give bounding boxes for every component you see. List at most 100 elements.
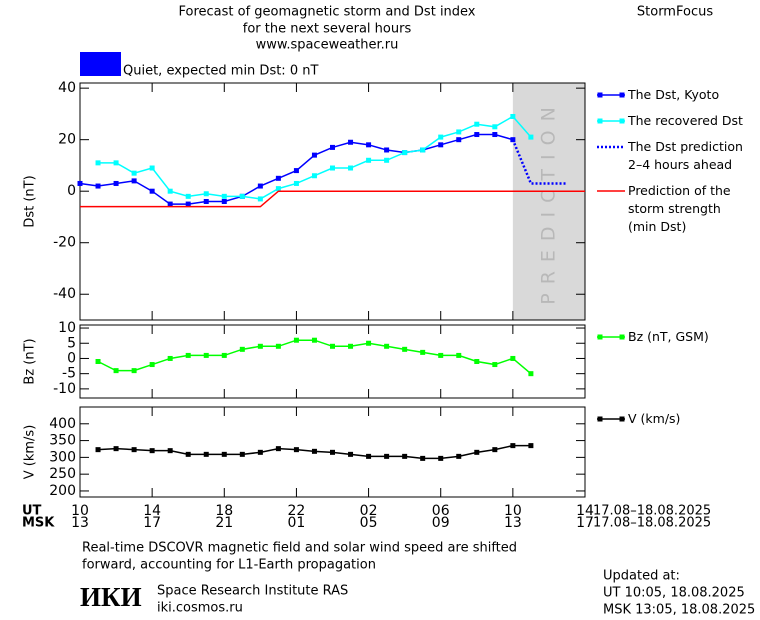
panel-frame <box>79 82 586 321</box>
series-marker <box>95 183 101 189</box>
series-line <box>98 115 532 200</box>
series-marker <box>185 193 191 199</box>
date-range: 17.08–18.08.2025 <box>593 516 711 531</box>
date-range: 17.08–18.08.2025 <box>593 504 711 519</box>
x-tick-label: 10 <box>71 503 89 519</box>
series-marker <box>420 349 426 355</box>
brand: StormFocus <box>637 5 713 20</box>
x-tick-label-msk: 05 <box>360 515 378 531</box>
title-line: for the next several hours <box>243 22 412 37</box>
series-marker <box>348 139 354 145</box>
footer-note: Real-time DSCOVR magnetic field and sola… <box>82 541 517 556</box>
title-line: www.spaceweather.ru <box>256 38 399 53</box>
updated: MSK 13:05, 18.08.2025 <box>603 603 755 618</box>
series-marker <box>131 178 137 184</box>
legend-label: Prediction of the storm strength (min Ds… <box>628 183 731 234</box>
series-marker <box>293 447 299 453</box>
y-tick-label: 20 <box>58 132 76 148</box>
updated: UT 10:05, 18.08.2025 <box>603 586 745 601</box>
series-marker <box>366 340 372 346</box>
series-marker <box>221 352 227 358</box>
series-marker <box>185 352 191 358</box>
y-tick-label: 0 <box>67 183 76 199</box>
x-tick-label: 14 <box>576 503 594 519</box>
y-tick-label: 200 <box>49 483 76 499</box>
y-axis-label: V (km/s) <box>23 425 38 480</box>
x-tick-label: 14 <box>143 503 161 519</box>
y-tick-label: -40 <box>53 286 76 302</box>
legend-label: The Dst prediction 2–4 hours ahead <box>628 139 743 172</box>
series-marker <box>330 343 335 349</box>
series-marker <box>402 346 408 352</box>
series-line <box>80 190 585 208</box>
y-tick-label: 300 <box>49 449 76 465</box>
prediction-label: PREDICTION <box>537 98 559 305</box>
x-tick-label: 18 <box>215 503 233 519</box>
series-marker <box>510 443 516 449</box>
series-marker <box>366 142 372 148</box>
series-marker <box>438 142 444 148</box>
series-marker <box>420 147 426 153</box>
x-tick-label: 10 <box>504 503 522 519</box>
y-tick-label: 250 <box>49 466 76 482</box>
series-marker <box>492 447 498 453</box>
legend-label: Bz (nT, GSM) <box>628 329 709 344</box>
legend-marker <box>597 92 603 98</box>
y-tick-label: 40 <box>58 80 76 96</box>
series-marker <box>456 129 462 135</box>
series-marker <box>113 368 119 374</box>
series-marker <box>221 451 227 457</box>
legend-marker <box>619 334 625 340</box>
series-marker <box>330 144 335 150</box>
footer-note: forward, accounting for L1-Earth propaga… <box>82 558 376 573</box>
series-marker <box>492 124 498 130</box>
y-tick-label: 400 <box>49 416 76 432</box>
series-marker <box>185 451 191 457</box>
series-marker <box>384 157 390 163</box>
x-tick-label-msk: 13 <box>71 515 89 531</box>
series-marker <box>402 150 408 156</box>
series-line <box>97 339 532 375</box>
series-marker <box>311 448 317 454</box>
series-marker <box>203 352 209 358</box>
x-tick-label-msk: 13 <box>504 515 522 531</box>
series-marker <box>203 199 209 204</box>
y-tick-label: 350 <box>49 433 76 449</box>
series-marker <box>384 147 390 153</box>
series-marker <box>131 447 137 453</box>
series-marker <box>348 165 354 171</box>
y-tick-label: -5 <box>62 366 76 382</box>
series-marker <box>438 134 444 140</box>
series-marker <box>438 455 444 461</box>
series-marker <box>528 371 534 377</box>
legend-marker <box>597 334 603 340</box>
y-tick-label: 0 <box>67 350 76 366</box>
series-marker <box>311 173 317 179</box>
series-marker <box>510 355 516 361</box>
series-marker <box>275 186 281 192</box>
series-marker <box>348 451 354 457</box>
x-tick-label: 02 <box>360 503 378 519</box>
series-marker <box>492 132 498 138</box>
status-box <box>80 52 121 76</box>
status-text: Quiet, expected min Dst: 0 nT <box>123 64 318 79</box>
series-marker <box>293 168 299 174</box>
series-marker <box>131 170 137 176</box>
series-marker <box>275 343 281 349</box>
prediction-region <box>512 83 585 320</box>
y-tick-label: 10 <box>58 320 76 336</box>
series-marker <box>203 191 209 197</box>
x-row-label: UT <box>22 504 42 519</box>
title-line: Forecast of geomagnetic storm and Dst in… <box>178 5 475 20</box>
legend-label: The Dst, Kyoto <box>628 87 720 102</box>
x-row-label: MSK <box>22 516 55 531</box>
x-tick-label-msk: 09 <box>432 515 450 531</box>
updated: Updated at: <box>603 569 680 584</box>
series-marker <box>95 447 101 453</box>
legend-marker <box>597 118 603 124</box>
y-axis-label: Bz (nT) <box>23 338 38 384</box>
series-marker <box>456 137 462 143</box>
series-marker <box>149 188 155 194</box>
series-marker <box>330 449 335 455</box>
series-marker <box>167 448 173 454</box>
